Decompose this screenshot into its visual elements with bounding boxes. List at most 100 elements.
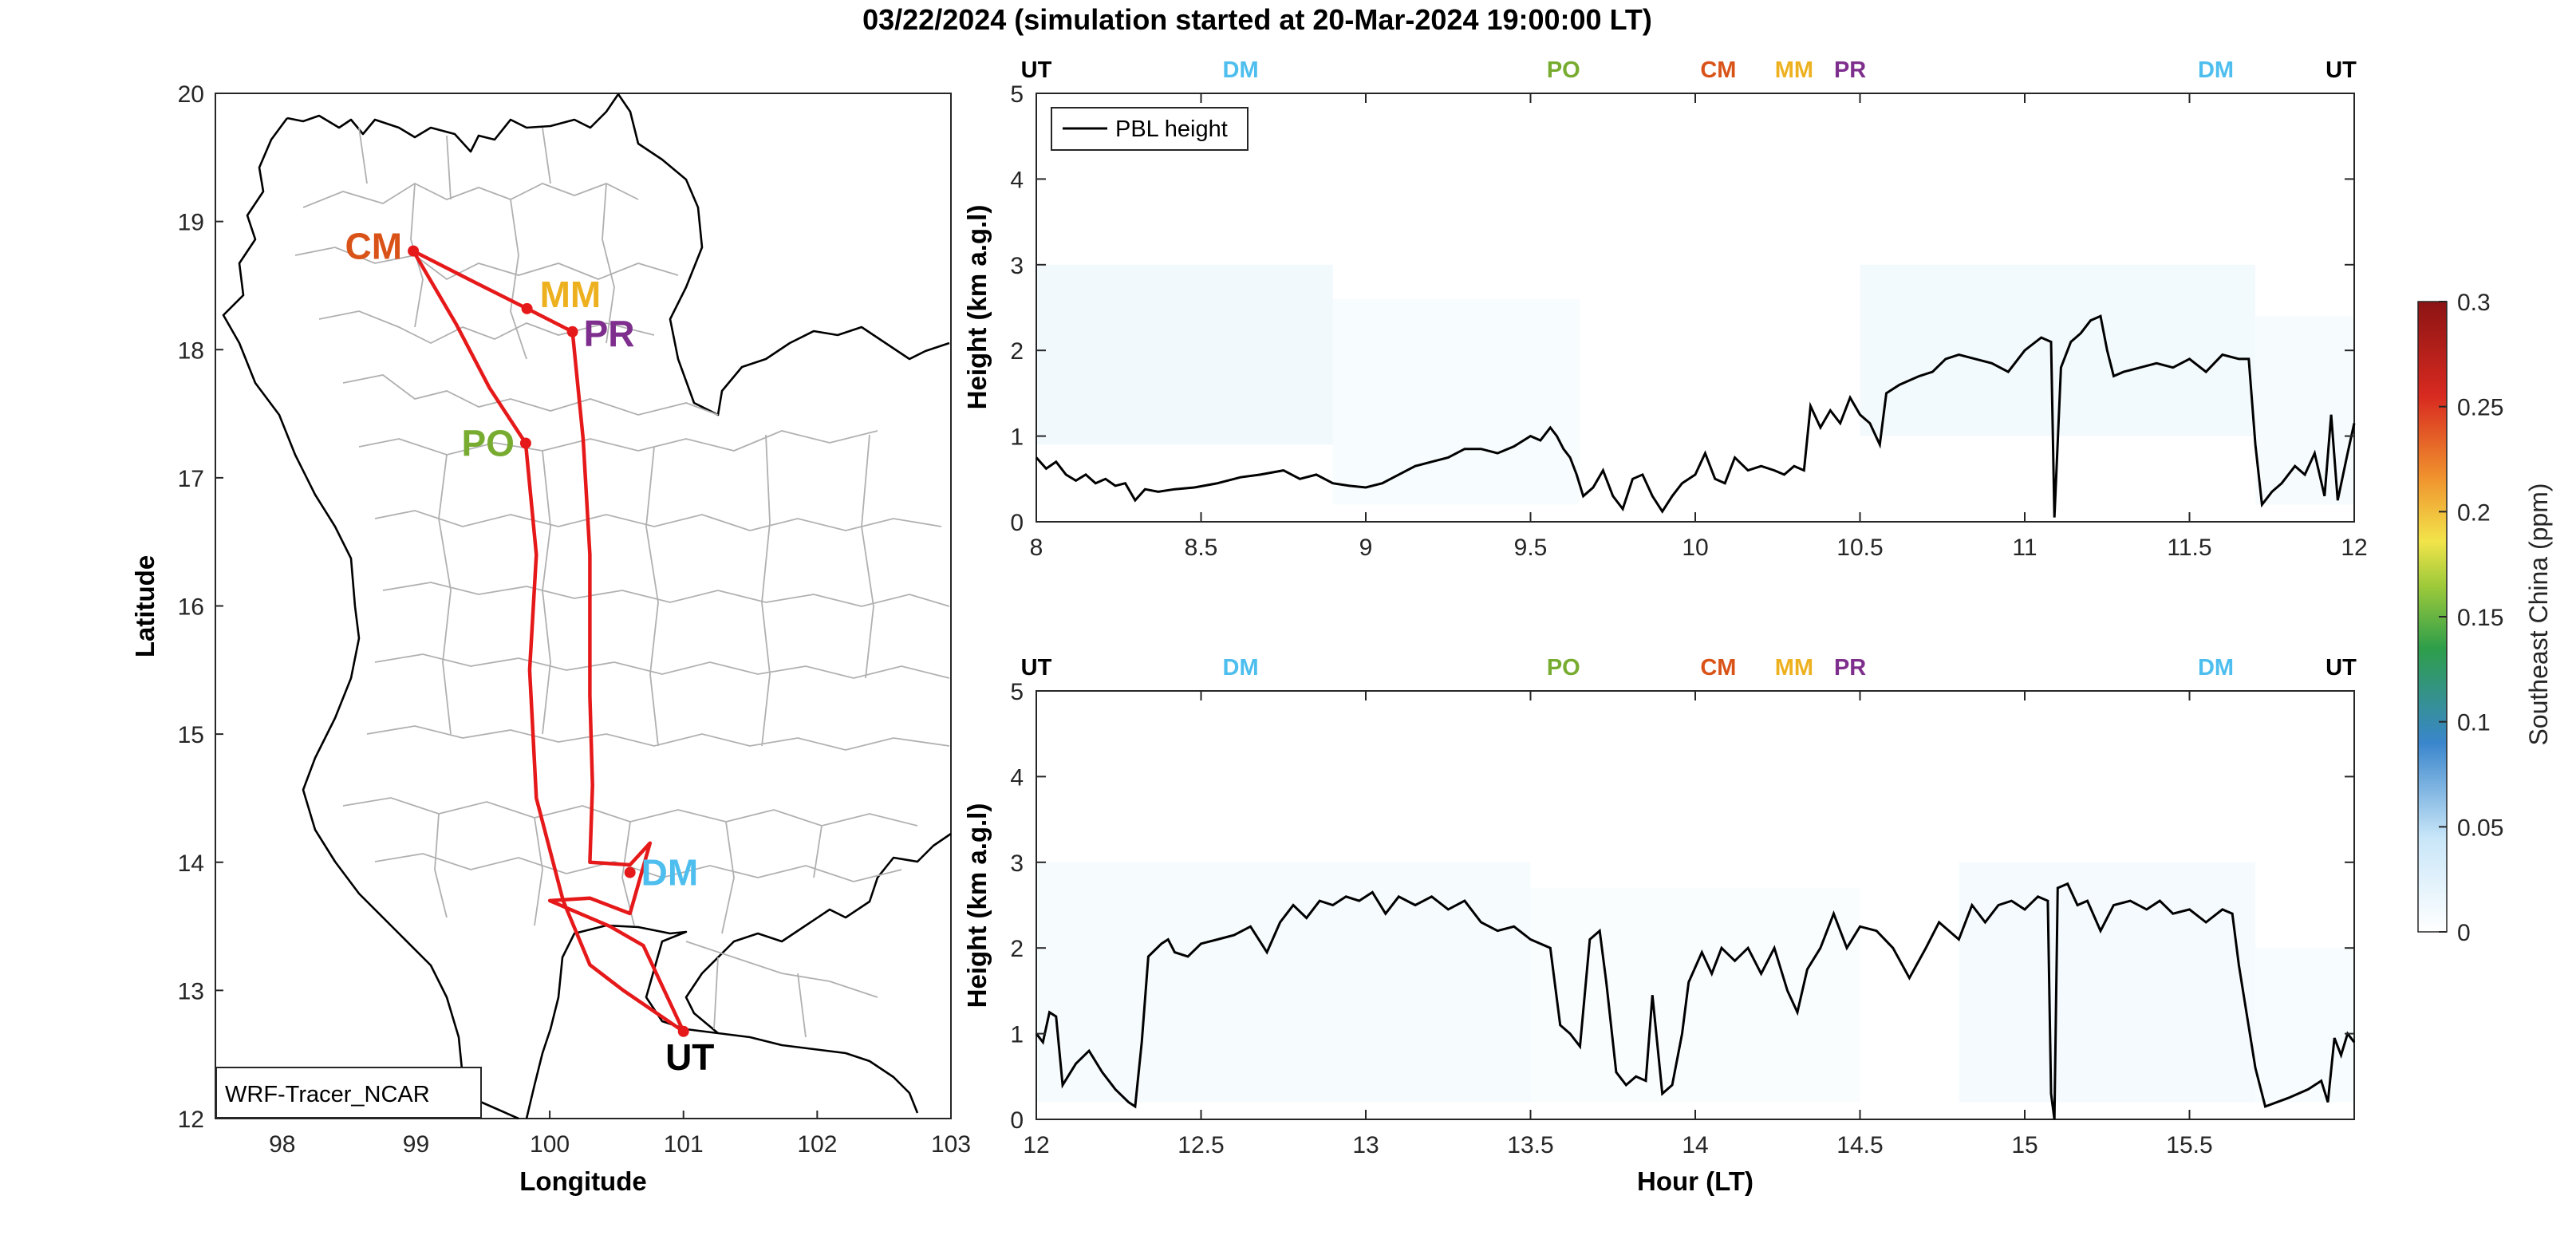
- colorbar-tick-label: 0.25: [2457, 395, 2503, 421]
- curtain-site-ut: UT: [1021, 655, 1052, 681]
- pbl-legend-label: PBL height: [1115, 116, 1228, 142]
- tracer-field-band: [1530, 888, 1860, 1103]
- curtain-2-background: [1036, 691, 2354, 1119]
- curtain-y-tick-label: 2: [1010, 936, 1024, 962]
- site-label-ut: UT: [665, 1036, 714, 1078]
- curtain-x-tick-label: 8.5: [1185, 535, 1218, 561]
- curtain-site-po: PO: [1547, 655, 1580, 681]
- curtain-y-tick-label: 2: [1010, 338, 1024, 365]
- curtain-site-dm: DM: [1223, 57, 1259, 83]
- curtain-x-tick-label: 13: [1352, 1132, 1379, 1158]
- curtain-y-tick-label: 1: [1010, 1022, 1024, 1048]
- curtain-1-y-ticks: 0 1 2 3 4 5: [1010, 81, 2354, 536]
- curtain-y-tick-label: 4: [1010, 764, 1024, 791]
- map-y-label: Latitude: [130, 555, 160, 657]
- figure-title: 03/22/2024 (simulation started at 20-Mar…: [862, 3, 1652, 36]
- colorbar-label: Southeast China (ppm): [2524, 483, 2553, 745]
- tracer-field-band: [1959, 862, 2256, 1103]
- colorbar-tick-label: 0.1: [2457, 710, 2491, 736]
- map-x-tick-label: 99: [403, 1131, 429, 1158]
- map-x-tick-label: 101: [664, 1131, 704, 1158]
- curtain-x-tick-label: 9.5: [1514, 535, 1548, 561]
- map-y-ticks: 12 13 14 15 16 17 18 19 20: [178, 81, 223, 1133]
- curtain-2-tracer-field: [1036, 862, 2354, 1103]
- curtain-x-tick-label: 12.5: [1178, 1132, 1224, 1158]
- pbl-legend: PBL height: [1051, 107, 1249, 151]
- site-dot-ut: [677, 1025, 689, 1037]
- province-boundaries: [294, 127, 950, 1038]
- colorbar-tick-label: 0.2: [2457, 499, 2491, 526]
- site-label-dm: DM: [641, 852, 699, 894]
- curtain-site-ut: UT: [1021, 57, 1052, 83]
- curtain-x-tick-label: 12: [1023, 1132, 1049, 1158]
- map-axes-box: [215, 93, 952, 1119]
- curtain-x-tick-label: 13.5: [1507, 1132, 1553, 1158]
- map-x-tick-label: 98: [269, 1131, 295, 1158]
- tracer-field-band: [1036, 862, 1531, 1103]
- tracer-field-band: [2255, 316, 2354, 505]
- curtain-2-y-ticks: 0 1 2 3 4 5: [1010, 679, 2354, 1134]
- curtain-site-mm: MM: [1775, 655, 1813, 681]
- curtain-y-tick-label: 3: [1010, 850, 1024, 877]
- map-y-tick-label: 18: [178, 337, 204, 364]
- curtain-y-tick-label: 3: [1010, 253, 1024, 279]
- curtain-y-tick-label: 0: [1010, 510, 1024, 536]
- curtain-1-x-ticks: 8 8.5 9 9.5 10 10.5 11 11.5 12: [1030, 93, 2368, 561]
- map-y-tick-label: 19: [178, 210, 204, 236]
- model-annotation: WRF-Tracer_NCAR: [225, 1082, 430, 1107]
- curtain-y-tick-label: 4: [1010, 167, 1024, 193]
- curtain-2-x-ticks: 12 12.5 13 13.5 14 14.5 15 15.5: [1023, 691, 2213, 1158]
- curtain-site-cm: CM: [1700, 57, 1736, 83]
- curtain-2-x-label: Hour (LT): [1637, 1166, 1753, 1196]
- province-lines-south: [342, 797, 918, 1038]
- pbl-line-1: [1035, 314, 2356, 518]
- map-y-tick-label: 12: [178, 1107, 204, 1133]
- model-annotation-box: [215, 1067, 482, 1119]
- colorbar-ticks: 0 0.05 0.1 0.15 0.2 0.25 0.3: [2439, 290, 2503, 946]
- site-label-po: PO: [461, 423, 514, 464]
- map-x-tick-label: 102: [797, 1131, 837, 1158]
- map-y-tick-label: 16: [178, 594, 204, 621]
- site-label-mm: MM: [540, 274, 602, 315]
- curtain-1-y-label: Height (km a.g.l): [962, 205, 992, 410]
- curtain-x-tick-label: 15.5: [2166, 1132, 2212, 1158]
- tracer-field-band: [2255, 948, 2354, 1103]
- curtain-site-ut: UT: [2326, 57, 2357, 83]
- site-dot-dm: [624, 866, 636, 878]
- map-y-tick-label: 20: [178, 81, 204, 108]
- curtain-y-tick-label: 5: [1010, 81, 1024, 108]
- pbl-line-2: [1035, 882, 2356, 1120]
- curtain-x-tick-label: 11: [2012, 535, 2037, 561]
- colorbar-tick-label: 0.05: [2457, 815, 2503, 841]
- site-dot-po: [519, 437, 531, 449]
- curtain-1-tracer-field: [1036, 264, 2354, 505]
- map-y-tick-label: 17: [178, 466, 204, 492]
- curtain-x-tick-label: 9: [1359, 535, 1373, 561]
- site-label-pr: PR: [584, 313, 635, 354]
- site-dot-pr: [566, 326, 578, 337]
- curtain-site-dm: DM: [1223, 655, 1259, 681]
- curtain-2-site-marks: UT DM PO CM MM PR DM UT: [1021, 655, 2357, 681]
- map-x-tick-label: 100: [530, 1131, 570, 1158]
- colorbar-tick-label: 0: [2457, 920, 2471, 946]
- curtain-2-y-label: Height (km a.g.l): [962, 803, 992, 1008]
- colorbar-tick-label: 0.15: [2457, 605, 2503, 631]
- curtain-x-tick-label: 8: [1030, 535, 1043, 561]
- curtain-site-pr: PR: [1834, 57, 1866, 83]
- curtain-x-tick-label: 14: [1682, 1132, 1708, 1158]
- curtain-x-tick-label: 10: [1682, 535, 1708, 561]
- tracer-field-band: [1036, 264, 1333, 445]
- curtain-x-tick-label: 14.5: [1836, 1132, 1883, 1158]
- cambodia-border: [684, 832, 952, 1034]
- colorbar: 0 0.05 0.1 0.15 0.2 0.25 0.3 Southeast China (…: [2417, 290, 2553, 946]
- curtain-site-dm: DM: [2198, 655, 2234, 681]
- curtain-x-tick-label: 12: [2341, 535, 2367, 561]
- curtain-1-site-marks: UT DM PO CM MM PR DM UT: [1021, 57, 2357, 83]
- map-y-tick-label: 15: [178, 722, 204, 748]
- curtain-y-tick-label: 1: [1010, 424, 1024, 451]
- curtain-site-mm: MM: [1775, 57, 1813, 83]
- curtain-site-po: PO: [1547, 57, 1580, 83]
